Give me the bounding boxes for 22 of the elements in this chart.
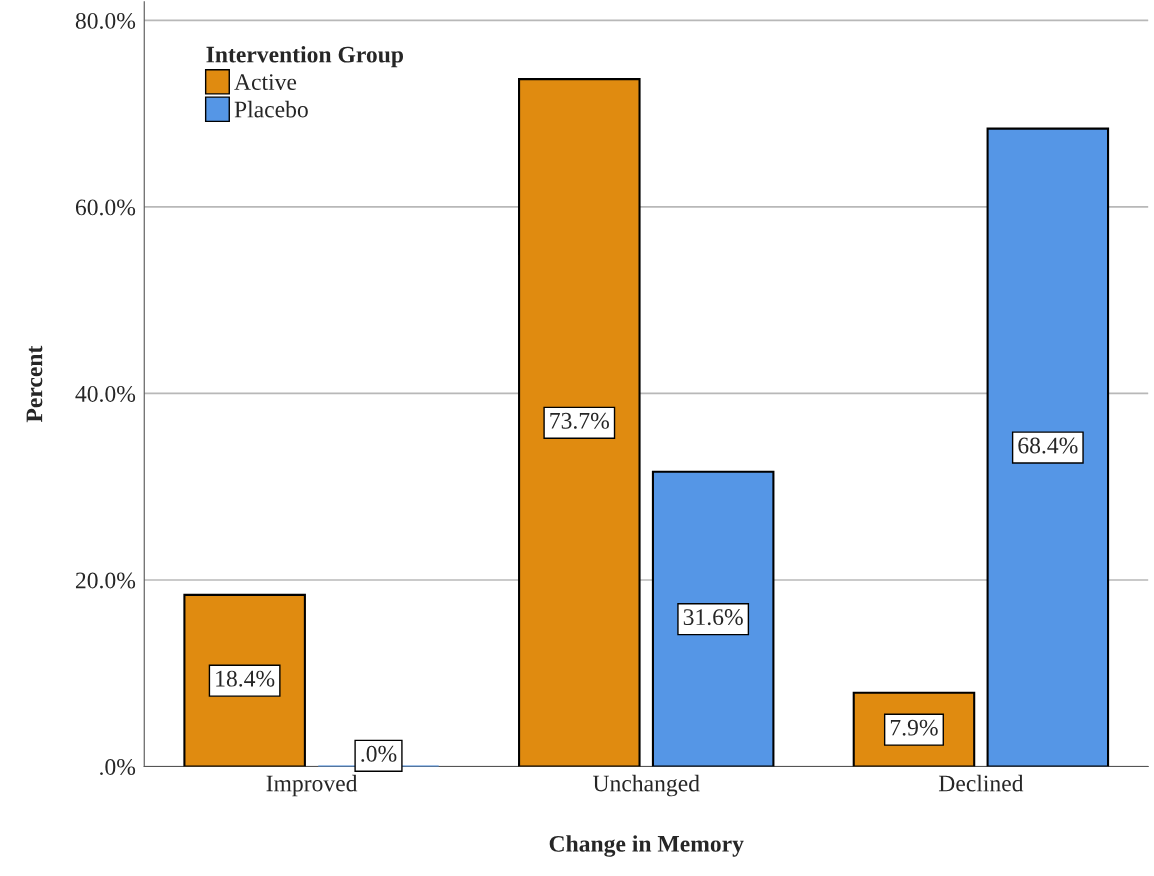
bar [986, 127, 1110, 767]
y-tick-label: 80.0% [75, 12, 136, 29]
y-axis-title: Percent [26, 345, 43, 423]
bar [518, 78, 641, 767]
y-tick-label: 60.0% [75, 199, 136, 216]
legend-title: Intervention Group [206, 45, 404, 68]
x-tick-label: Declined [938, 774, 1024, 792]
y-tick-label: .0% [100, 758, 136, 776]
y-tick-label: 40.0% [75, 385, 136, 402]
y-tick-label: 20.0% [75, 572, 136, 589]
data-label: 68.4% [1018, 437, 1078, 454]
data-label: 7.9% [890, 719, 938, 736]
data-label: 18.4% [216, 670, 275, 687]
legend-label: Active [234, 74, 297, 91]
data-label: 31.6% [683, 609, 743, 626]
data-label: .0% [361, 745, 397, 762]
data-label: 73.7% [550, 412, 609, 429]
legend-label: Placebo [234, 100, 308, 118]
x-tick-label: Improved [266, 774, 358, 797]
x-tick-label: Unchanged [592, 774, 700, 797]
x-axis-title: Change in Memory [549, 835, 744, 857]
bar [651, 470, 775, 767]
